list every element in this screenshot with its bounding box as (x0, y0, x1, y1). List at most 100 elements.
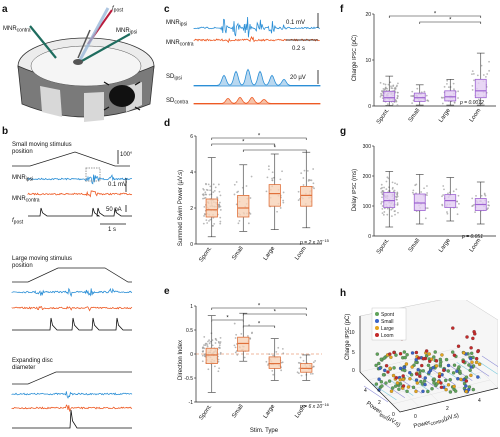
h-zlabel: Charge IPSC (pC) (345, 314, 351, 360)
data-point-g (456, 213, 459, 216)
h-point (375, 352, 380, 356)
data-point-e (265, 360, 268, 363)
data-point-g (396, 203, 399, 206)
data-point-e (235, 333, 238, 336)
h-point (471, 336, 475, 341)
h-point (437, 374, 442, 379)
box-g (413, 193, 426, 211)
data-point-d (203, 213, 206, 215)
h-point (439, 385, 444, 389)
data-point-g (396, 193, 399, 196)
data-point-g (390, 208, 393, 211)
panel-letter-g: g (340, 126, 346, 137)
data-point-f (446, 82, 448, 85)
pvalue-f: p = 0.0012 (459, 100, 484, 106)
data-point-d (310, 179, 313, 182)
scale-pa-b: 50 pA (106, 207, 122, 213)
data-point-f (427, 100, 430, 102)
h-point (414, 350, 419, 355)
data-point-e (311, 372, 314, 375)
h-point (426, 363, 431, 368)
h-point (417, 356, 421, 360)
data-point-d (282, 201, 285, 204)
data-point-g (380, 183, 383, 186)
data-point-g (456, 206, 458, 209)
data-point-g (396, 191, 399, 194)
data-point-e (280, 369, 283, 372)
data-point-e (206, 345, 209, 348)
h-point (421, 389, 425, 394)
data-point-f (396, 104, 399, 106)
h-point (404, 362, 409, 366)
h-point (459, 377, 463, 382)
xtick-label-g: Large (438, 237, 452, 254)
data-point-g (396, 183, 399, 186)
data-point-g (391, 181, 394, 184)
data-point-d (209, 189, 212, 192)
h-point (450, 350, 455, 354)
data-point-f (389, 81, 392, 84)
data-point-f (477, 98, 480, 101)
data-point-g (446, 212, 449, 215)
data-point-e (234, 337, 237, 339)
data-point-e (233, 344, 236, 347)
data-point-d (218, 190, 221, 193)
h-point (398, 366, 403, 371)
data-point-g (426, 192, 428, 194)
h-point (410, 365, 414, 369)
ytick-label-g: 300 (363, 144, 372, 150)
h-point (452, 363, 457, 367)
data-point-f (382, 88, 385, 90)
h-point (462, 351, 466, 355)
data-point-d (202, 193, 205, 195)
data-point-d (236, 191, 239, 194)
h-point (394, 353, 398, 357)
trace-mnr-ipsi-zoom (193, 16, 320, 38)
h-point (469, 346, 473, 350)
xtick-label-f: Small (408, 108, 422, 124)
h-point (434, 364, 439, 368)
h-point (443, 378, 448, 383)
data-point-e (272, 373, 275, 376)
data-point-g (396, 198, 398, 201)
data-point-f (396, 91, 399, 94)
data-point-d (297, 199, 300, 202)
data-point-d (282, 191, 285, 194)
h-point (377, 377, 381, 381)
label-mnr-ipsi-c: MNRipsi (166, 20, 187, 28)
data-point-f (411, 90, 414, 93)
stimulus-trace-small (12, 151, 130, 167)
h-point (424, 349, 429, 353)
data-point-e (296, 371, 299, 374)
data-point-g (487, 207, 489, 210)
h-point (433, 350, 437, 354)
h-fit-plane-line (464, 360, 490, 377)
h-point (438, 362, 443, 366)
data-point-f (425, 94, 428, 97)
data-point-e (218, 344, 221, 347)
data-point-e (240, 332, 243, 335)
sig-bracket-e (211, 307, 307, 310)
data-point-f (481, 105, 483, 107)
box-e (205, 347, 218, 364)
stimulus-trace-large (12, 267, 132, 283)
plot-f: 0 10 20 Spont. Small Large Loom * * (365, 12, 496, 125)
data-point-f (457, 97, 459, 99)
ytick-label-e: -0.5 (184, 376, 193, 382)
sig-star-e: * (258, 304, 261, 310)
h-point (442, 368, 446, 372)
sig-star-e: * (274, 310, 277, 316)
h-point (384, 381, 388, 385)
axis-g (373, 146, 496, 237)
data-point-g (381, 205, 384, 207)
data-point-e (206, 344, 209, 346)
box-f (383, 90, 396, 102)
h-fit-plane-line (473, 357, 498, 375)
data-point-d (282, 199, 285, 202)
data-point-f (382, 82, 385, 85)
h-legend-label: Large (381, 326, 394, 332)
data-point-e (201, 360, 204, 363)
pvalue-d: p = 2 x 10−15 (299, 238, 330, 246)
h-ztick-10: 10 (349, 330, 355, 336)
h-point (414, 389, 418, 394)
